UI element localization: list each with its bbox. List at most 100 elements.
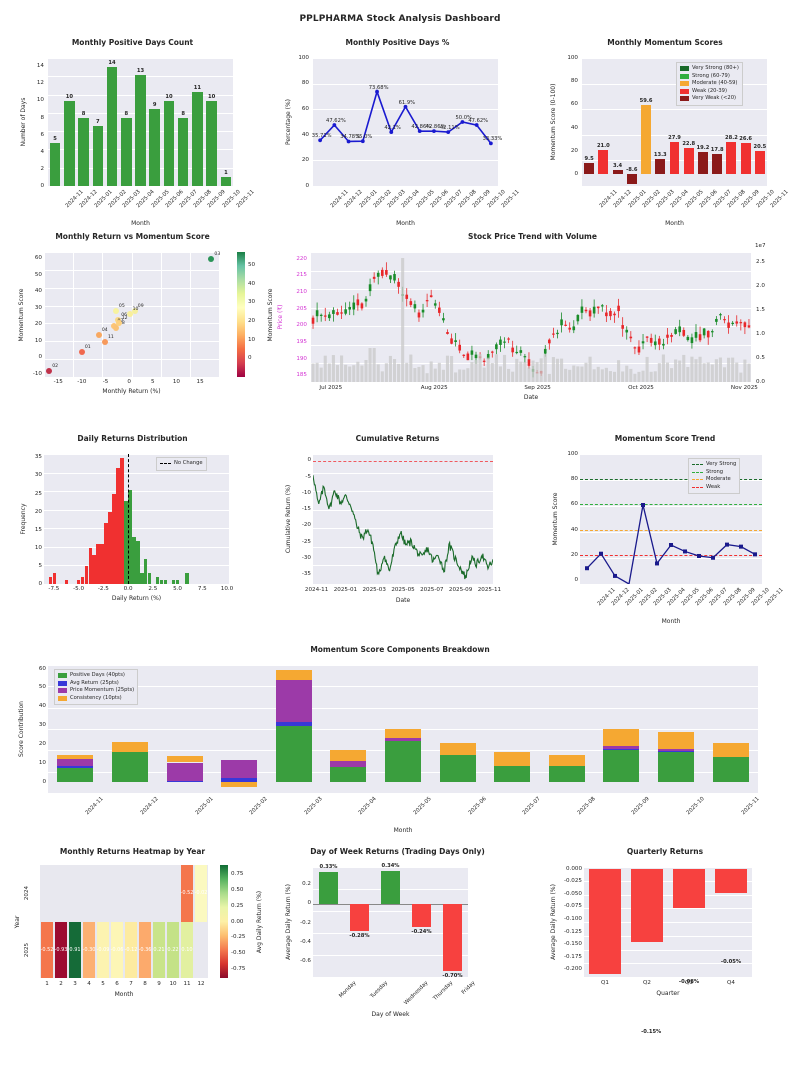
histogram-bar (143, 558, 148, 584)
bar-value-label: -0.70% (442, 973, 463, 980)
stacked-bar-segment (275, 721, 312, 727)
point-value-label: 42.86% (411, 124, 432, 131)
bar-value-label: 8 (181, 110, 185, 117)
x-axis-title: Month (661, 618, 681, 625)
x-tick-label: 0.0 (123, 586, 133, 592)
gridline (584, 935, 752, 937)
stacked-bar-segment (330, 750, 367, 761)
threshold-line (580, 529, 762, 531)
y-tick-label: 215 (296, 272, 307, 279)
gridline (311, 289, 751, 291)
gridline (582, 186, 767, 187)
stacked-bar-segment (57, 758, 94, 767)
gridline (48, 707, 758, 709)
panel-daily-returns-distribution: Daily Returns Distribution 0 5 10 15 20 25 30 3… (0, 424, 265, 634)
x-tick-label: 2025-05 (412, 796, 433, 817)
y-tick-label: 60 (38, 665, 46, 672)
bar-value-label: 13.3 (653, 151, 667, 158)
gridline (313, 58, 498, 59)
bar (584, 163, 595, 175)
legend-dashed-line (160, 463, 171, 465)
x-tick-label: 2025-11 (477, 587, 502, 593)
heatmap-cell-value: -0.12 (124, 946, 138, 953)
scatter-point-label: 06 (121, 312, 128, 318)
zero-axis-line (313, 903, 468, 906)
gridline (48, 186, 233, 187)
gridline (313, 472, 493, 474)
histogram-bar (124, 500, 128, 584)
legend-label: Very Strong (706, 461, 737, 467)
y-tick-label: 8 (40, 114, 44, 121)
scatter-point (208, 256, 215, 263)
gridline (313, 509, 493, 511)
x-tick-label: 2025-09 (631, 796, 652, 817)
gridline (44, 472, 229, 474)
bar (92, 126, 104, 186)
stacked-bar-segment (166, 780, 203, 782)
point-value-label: 35.0% (355, 134, 373, 141)
point-value-label: 34.78% (340, 134, 361, 141)
point-value-label: 50.0% (455, 115, 472, 121)
stacked-bar-segment (603, 748, 640, 750)
x-tick-label: 6 (115, 981, 119, 987)
bar-value-label: 26.6 (739, 136, 753, 143)
histogram-bar (92, 555, 97, 584)
panel-monthly-momentum-scores: Monthly Momentum Scores 9.5 21.0 3.4 -8.6 59… (530, 24, 800, 227)
scatter-point (115, 319, 122, 326)
legend-label: Consistency (10pts) (70, 694, 122, 701)
bar (655, 158, 666, 175)
panel-quarterly-returns: Quarterly Returns -0.08% -0.05% -0.15% 0.00… (530, 839, 800, 1049)
legend-item: Strong (692, 469, 736, 477)
legend-label: Very Strong (80+) (692, 65, 739, 71)
heatmap-cell-value: -0.52 (40, 946, 54, 953)
gridline (219, 252, 220, 377)
y-tick-label: 20 (301, 157, 309, 164)
scatter-point-label: 02 (52, 364, 59, 370)
point-value-label: 42.1% (384, 125, 401, 132)
y-tick-label: 0 (38, 580, 42, 587)
gridline (580, 558, 762, 559)
heatmap-cell (180, 865, 194, 922)
y-tick-label: -15 (301, 506, 311, 513)
stacked-bar-segment (275, 726, 312, 782)
x-tick-label: Nov 2025 (730, 385, 758, 391)
y-tick-label: -0.050 (563, 890, 582, 897)
y-tick-label: 0 (307, 900, 311, 907)
x-tick-label: 9 (157, 981, 161, 987)
histogram-bar (88, 547, 93, 584)
bar-value-label: -8.6 (626, 167, 638, 174)
chart-title: Daily Returns Distribution (77, 434, 188, 443)
plot-area (44, 454, 229, 585)
y-tick-label: 2025 (24, 942, 30, 957)
y-tick-label: -35 (301, 571, 311, 578)
x-tick-label: 2025-06 (467, 796, 488, 817)
gridline (311, 326, 751, 328)
heatmap-cell (54, 921, 68, 978)
bar (49, 143, 61, 186)
panel-return-vs-momentum: Monthly Return vs Momentum Score 01 02 03 0… (0, 224, 274, 419)
point-value-label: 73.68% (368, 84, 389, 91)
heatmap-cell (180, 921, 194, 978)
histogram-bar (100, 544, 104, 584)
heatmap-cell (96, 921, 110, 978)
stacked-bar-segment (712, 743, 749, 757)
y-tick-label: -0.6 (300, 958, 311, 965)
x-tick-label: Q1 (601, 980, 609, 986)
gridline (313, 584, 493, 585)
gridline (311, 270, 751, 272)
gridline (313, 528, 493, 530)
chart-title: Stock Price Trend with Volume (468, 232, 597, 241)
x-tick-label: 0 (127, 379, 131, 385)
legend-item: Weak (692, 484, 736, 492)
y2-tick-label: 0.5 (756, 354, 765, 361)
x-tick-label: Thursday (431, 980, 454, 1002)
legend: Positive Days (40pts) Avg Return (25pts) P… (54, 669, 139, 705)
stacked-bar-segment (658, 748, 695, 751)
x-axis-title: Month (131, 220, 150, 227)
x-tick-label: -5.0 (73, 586, 85, 592)
legend-swatch (680, 73, 689, 79)
chart-row-4: Momentum Score Components Breakdown 0 10 2… (0, 639, 800, 839)
plot-area (313, 58, 498, 187)
y-tick-label: 40 (301, 131, 309, 138)
x-tick-label: Tuesday (368, 980, 389, 1000)
